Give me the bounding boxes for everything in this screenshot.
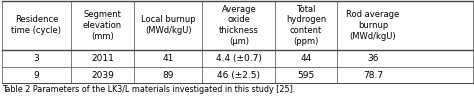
Text: 595: 595 <box>297 70 315 80</box>
Text: 36: 36 <box>367 54 379 63</box>
Text: 78.7: 78.7 <box>363 70 383 80</box>
Text: Rod average
burnup
(MWd/kgU): Rod average burnup (MWd/kgU) <box>346 10 400 41</box>
Text: 3: 3 <box>34 54 39 63</box>
Text: 9: 9 <box>34 70 39 80</box>
Text: 89: 89 <box>163 70 174 80</box>
Text: 46 (±2.5): 46 (±2.5) <box>218 70 260 80</box>
Text: 2011: 2011 <box>91 54 114 63</box>
Text: Residence
time (cycle): Residence time (cycle) <box>11 15 62 35</box>
Text: Average
oxide
thickness
(μm): Average oxide thickness (μm) <box>219 5 259 46</box>
Text: Table 2 Parameters of the LK3/L materials investigated in this study [25].: Table 2 Parameters of the LK3/L material… <box>2 85 296 94</box>
Text: Total
hydrogen
content
(ppm): Total hydrogen content (ppm) <box>286 5 326 46</box>
Text: Segment
elevation
(mm): Segment elevation (mm) <box>83 10 122 41</box>
Text: 41: 41 <box>163 54 174 63</box>
Text: 4.4 (±0.7): 4.4 (±0.7) <box>216 54 262 63</box>
Text: 44: 44 <box>301 54 311 63</box>
Text: 2039: 2039 <box>91 70 114 80</box>
Text: Local burnup
(MWd/kgU): Local burnup (MWd/kgU) <box>141 15 196 35</box>
